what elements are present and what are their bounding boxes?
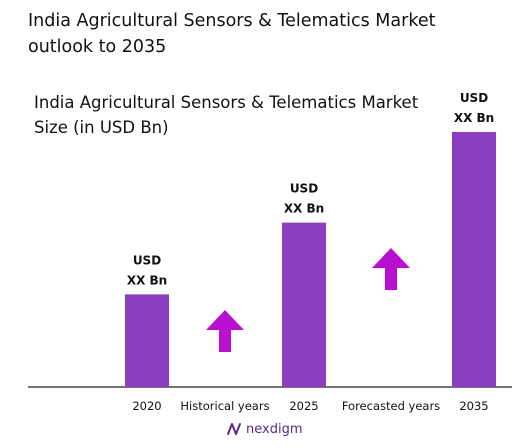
x-tick-2025: 2025 — [289, 399, 318, 413]
data-label-2025-line-1: USD — [290, 182, 318, 196]
x-tick-2035: 2035 — [459, 399, 488, 413]
bar-2035 — [452, 131, 496, 387]
brand-logo: nexdigm — [226, 421, 302, 437]
chart-title: India Agricultural Sensors & Telematics … — [34, 93, 419, 137]
data-label-2025-line-2: XX Bn — [284, 202, 324, 216]
annotation-label-1: Historical years — [180, 399, 269, 413]
bar-2020 — [125, 294, 169, 387]
data-label-2020-line-2: XX Bn — [127, 273, 167, 287]
up-arrow-icon-1 — [206, 310, 244, 352]
logo-text: nexdigm — [246, 421, 303, 437]
annotation-label-2: Forecasted years — [342, 399, 440, 413]
up-arrow-icon-2 — [372, 248, 410, 290]
data-label-2020-line-1: USD — [133, 253, 161, 267]
nexdigm-logo-icon — [227, 423, 241, 435]
x-tick-2020: 2020 — [132, 399, 161, 413]
data-label-2035-line-2: XX Bn — [454, 111, 494, 125]
data-label-2035-line-1: USD — [460, 91, 488, 105]
page-title: India Agricultural Sensors & Telematics … — [28, 11, 436, 57]
bar-2025 — [282, 222, 326, 387]
